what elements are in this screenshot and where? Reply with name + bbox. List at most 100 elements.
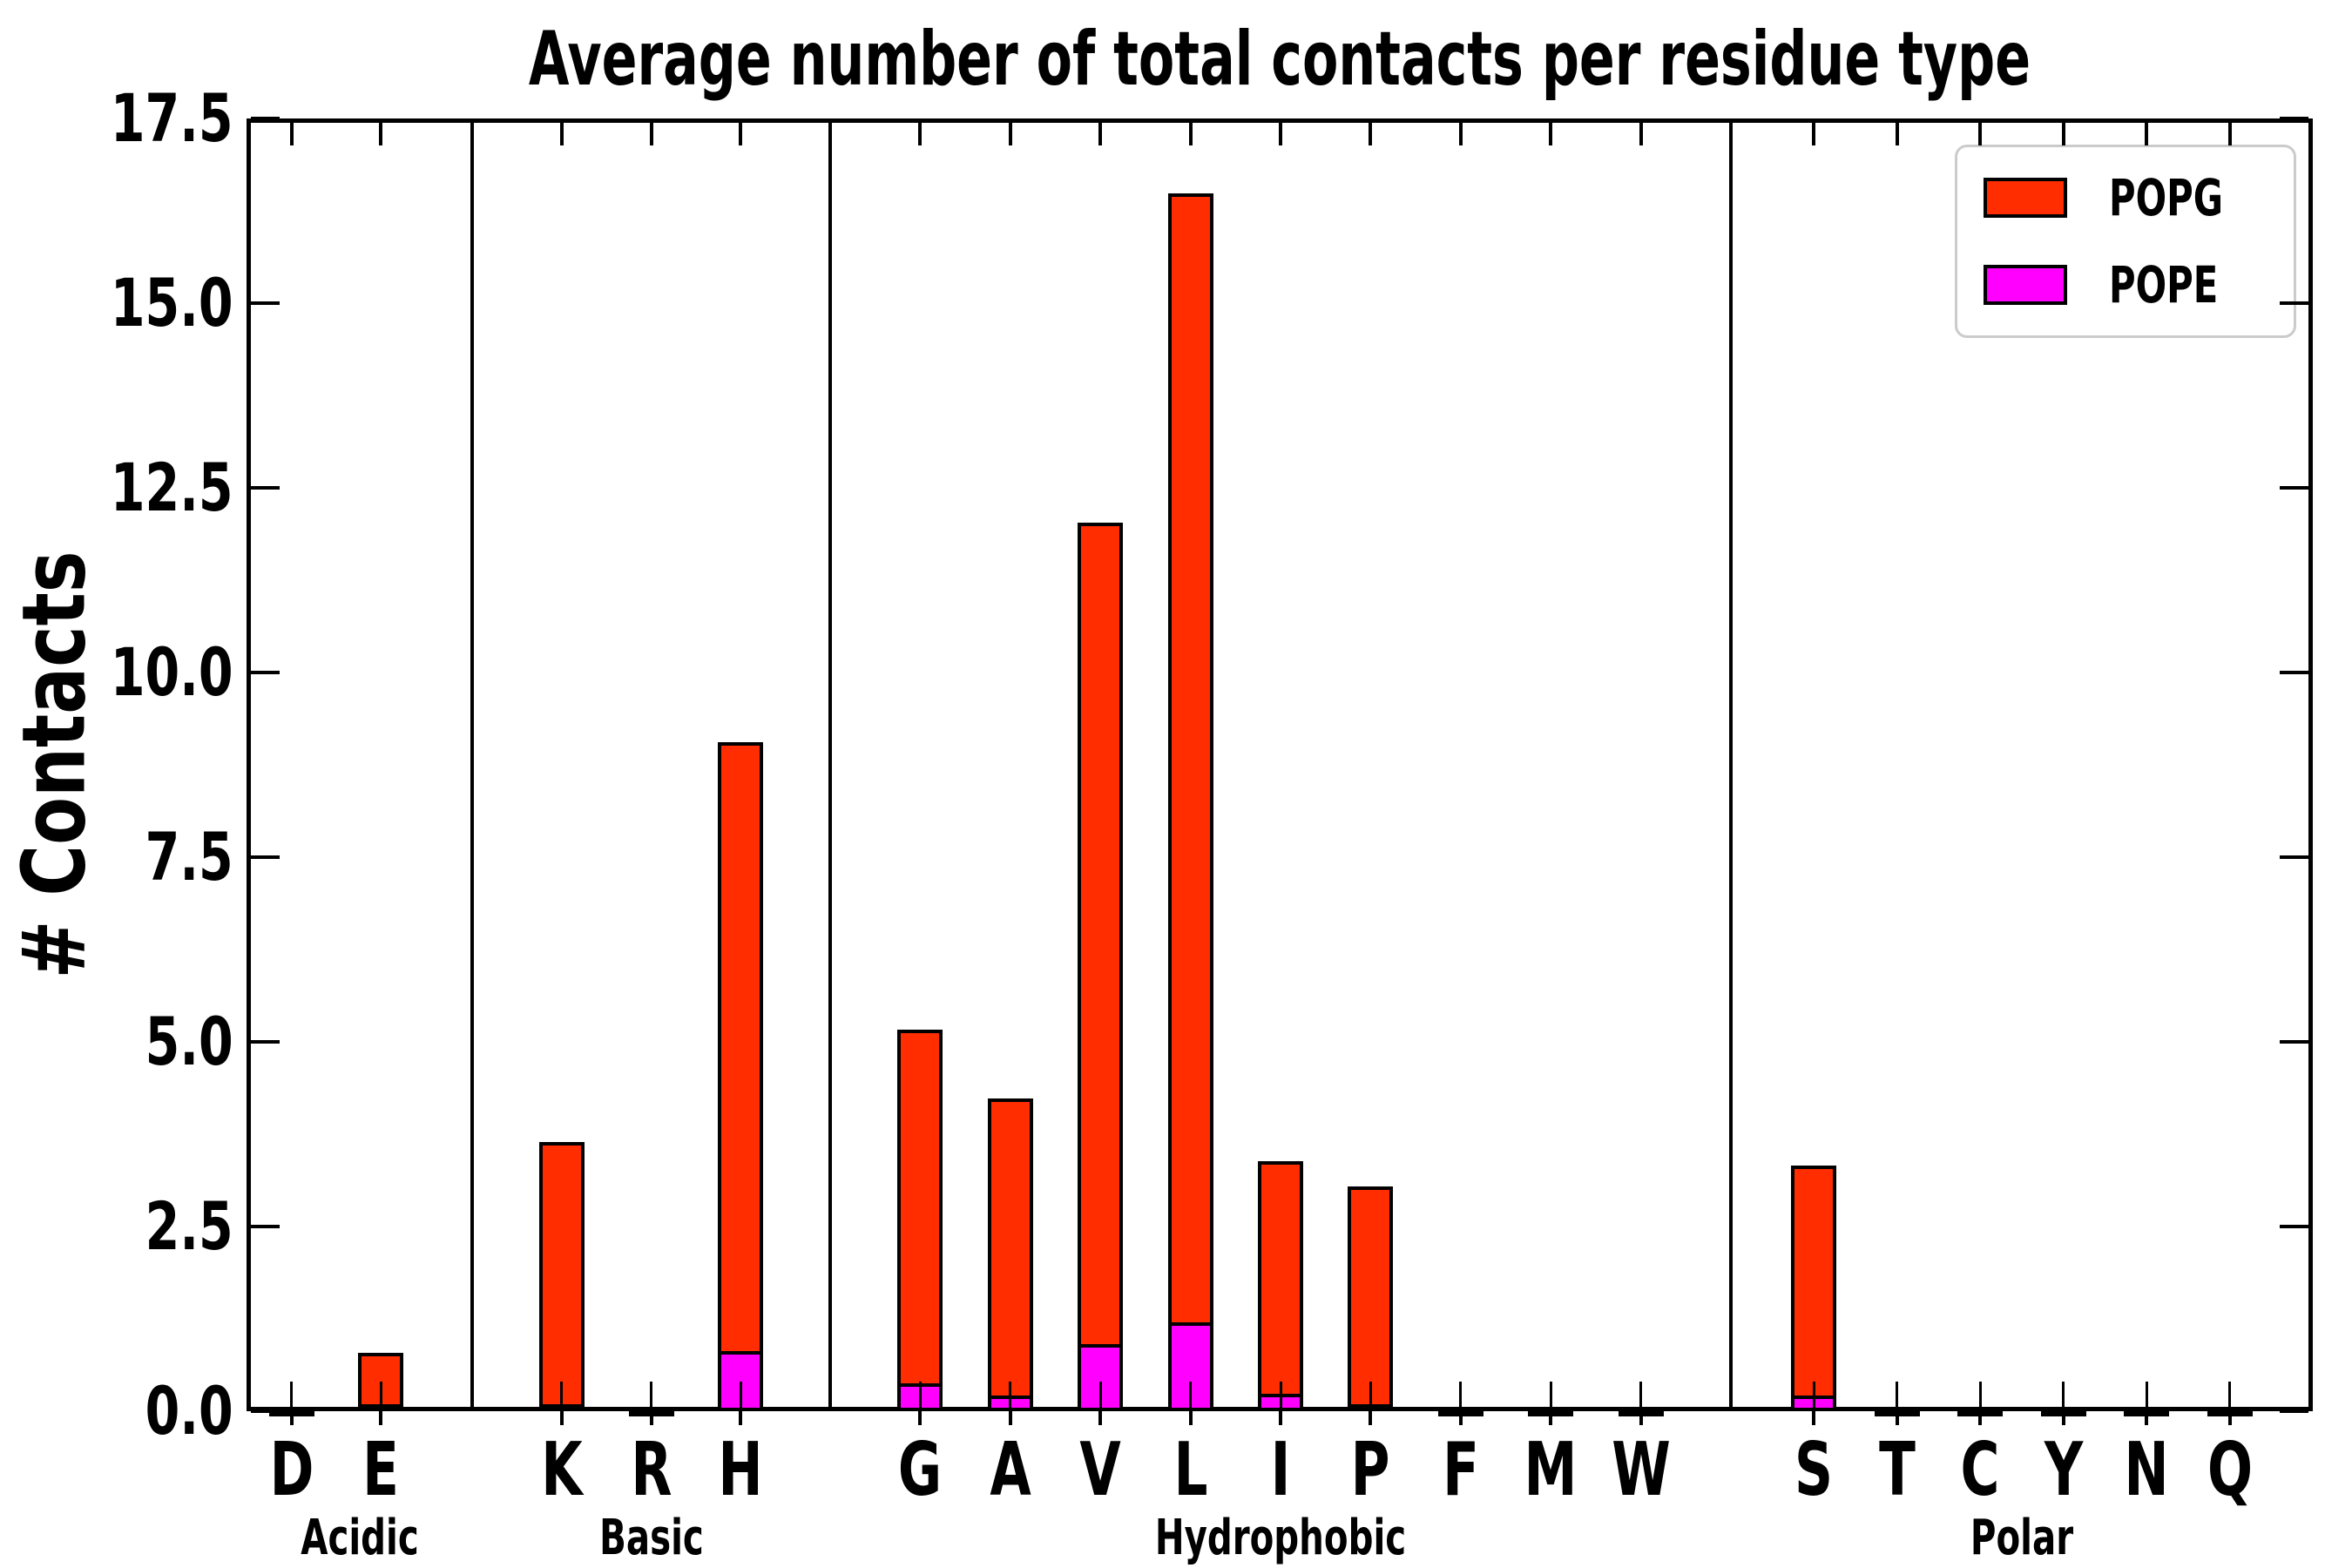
y-tick-left [251, 1225, 280, 1228]
y-tick-left [251, 1409, 280, 1413]
x-tick-top [559, 123, 564, 145]
bar-H-error-bar [739, 1382, 742, 1411]
x-tick-label-I: I [1270, 1427, 1291, 1513]
bar-S-error-bar [1812, 1382, 1815, 1411]
x-tick-bottom [1369, 1411, 1373, 1425]
x-tick-label-K: K [541, 1427, 583, 1513]
y-tick-left [251, 486, 280, 490]
x-tick-label-R: R [630, 1427, 672, 1513]
x-tick-top [739, 123, 743, 145]
x-tick-label-P: P [1351, 1427, 1390, 1513]
x-tick-top [2061, 123, 2065, 145]
x-tick-top [1369, 123, 1373, 145]
panel-separator [1729, 118, 1734, 1411]
y-tick-left [251, 855, 280, 859]
bar-V [1078, 522, 1124, 1411]
y-tick-label: 2.5 [145, 1187, 233, 1265]
x-tick-bottom [739, 1411, 743, 1425]
x-tick-bottom [1812, 1411, 1816, 1425]
bar-L-error-bar [1189, 1382, 1193, 1411]
x-tick-bottom [1458, 1411, 1463, 1425]
bar-L [1167, 193, 1213, 1411]
x-tick-top [1098, 123, 1103, 145]
x-tick-top [1978, 123, 1983, 145]
x-tick-top [918, 123, 923, 145]
x-tick-label-M: M [1524, 1427, 1578, 1513]
bar-M-error-bar [1549, 1382, 1552, 1411]
y-tick-right [2280, 486, 2308, 490]
x-tick-top [1458, 123, 1463, 145]
x-tick-bottom [2061, 1411, 2065, 1425]
panel-separator [470, 118, 475, 1411]
x-tick-label-C: C [1960, 1427, 2000, 1513]
x-tick-label-N: N [2124, 1427, 2169, 1513]
x-tick-top [2227, 123, 2232, 145]
y-tick-right [2280, 1409, 2308, 1413]
bar-G [897, 1029, 943, 1411]
bar-P [1348, 1186, 1394, 1411]
panel-separator [828, 118, 833, 1411]
y-tick-label: 0.0 [145, 1372, 233, 1450]
x-tick-top [1895, 123, 1899, 145]
legend-item-popg: POPG [1984, 168, 2268, 227]
group-label-polar: Polar [1970, 1510, 2074, 1566]
x-tick-bottom [2145, 1411, 2149, 1425]
x-tick-bottom [1549, 1411, 1553, 1425]
y-tick-label: 7.5 [145, 818, 233, 896]
legend-label-pope: POPE [2109, 255, 2219, 314]
x-tick-label-L: L [1173, 1427, 1208, 1513]
bar-D-error-bar [290, 1382, 294, 1411]
y-tick-right [2280, 301, 2308, 305]
legend-swatch-popg [1984, 178, 2068, 218]
y-tick-label: 10.0 [111, 633, 233, 711]
legend-item-pope: POPE [1984, 255, 2268, 314]
x-tick-top [1639, 123, 1643, 145]
bar-K-error-bar [560, 1382, 564, 1411]
bar-N-error-bar [2145, 1382, 2148, 1411]
x-tick-top [1188, 123, 1193, 145]
x-tick-label-T: T [1879, 1427, 1916, 1513]
x-tick-label-F: F [1442, 1427, 1479, 1513]
group-label-acidic: Acidic [300, 1510, 419, 1566]
bar-Y-error-bar [2062, 1382, 2065, 1411]
x-tick-top [1279, 123, 1283, 145]
x-tick-label-D: D [269, 1427, 314, 1513]
x-tick-label-S: S [1794, 1427, 1834, 1513]
bar-I-error-bar [1279, 1382, 1282, 1411]
x-tick-top [1812, 123, 1816, 145]
bar-F-error-bar [1459, 1382, 1463, 1411]
bar-H [718, 741, 764, 1411]
bar-T-error-bar [1896, 1382, 1899, 1411]
x-tick-bottom [1895, 1411, 1899, 1425]
x-tick-label-H: H [718, 1427, 763, 1513]
y-axis-label: # Contacts [3, 551, 105, 979]
bar-G-error-bar [918, 1382, 922, 1411]
x-tick-bottom [1978, 1411, 1983, 1425]
x-tick-bottom [918, 1411, 923, 1425]
bar-I [1258, 1160, 1304, 1411]
y-tick-right [2280, 855, 2308, 859]
bar-W-error-bar [1639, 1382, 1643, 1411]
x-tick-bottom [1008, 1411, 1012, 1425]
legend-swatch-pope [1984, 265, 2068, 305]
y-tick-left [251, 117, 280, 120]
legend: POPG POPE [1955, 145, 2296, 338]
legend-label-popg: POPG [2109, 168, 2224, 227]
x-tick-label-W: W [1611, 1427, 1671, 1513]
group-label-basic: Basic [598, 1510, 704, 1566]
y-tick-label: 12.5 [111, 449, 233, 526]
y-tick-right [2280, 1040, 2308, 1044]
y-tick-label: 5.0 [145, 1003, 233, 1080]
x-tick-bottom [649, 1411, 653, 1425]
bar-R-error-bar [650, 1382, 653, 1411]
x-tick-bottom [559, 1411, 564, 1425]
x-tick-top [1008, 123, 1012, 145]
y-tick-label: 17.5 [111, 79, 233, 157]
bar-C-error-bar [1978, 1382, 1982, 1411]
x-tick-label-Q: Q [2207, 1427, 2253, 1513]
x-tick-bottom [2227, 1411, 2232, 1425]
bar-A [987, 1098, 1033, 1411]
x-tick-label-E: E [362, 1427, 400, 1513]
x-tick-bottom [1639, 1411, 1643, 1425]
x-tick-top [1549, 123, 1553, 145]
